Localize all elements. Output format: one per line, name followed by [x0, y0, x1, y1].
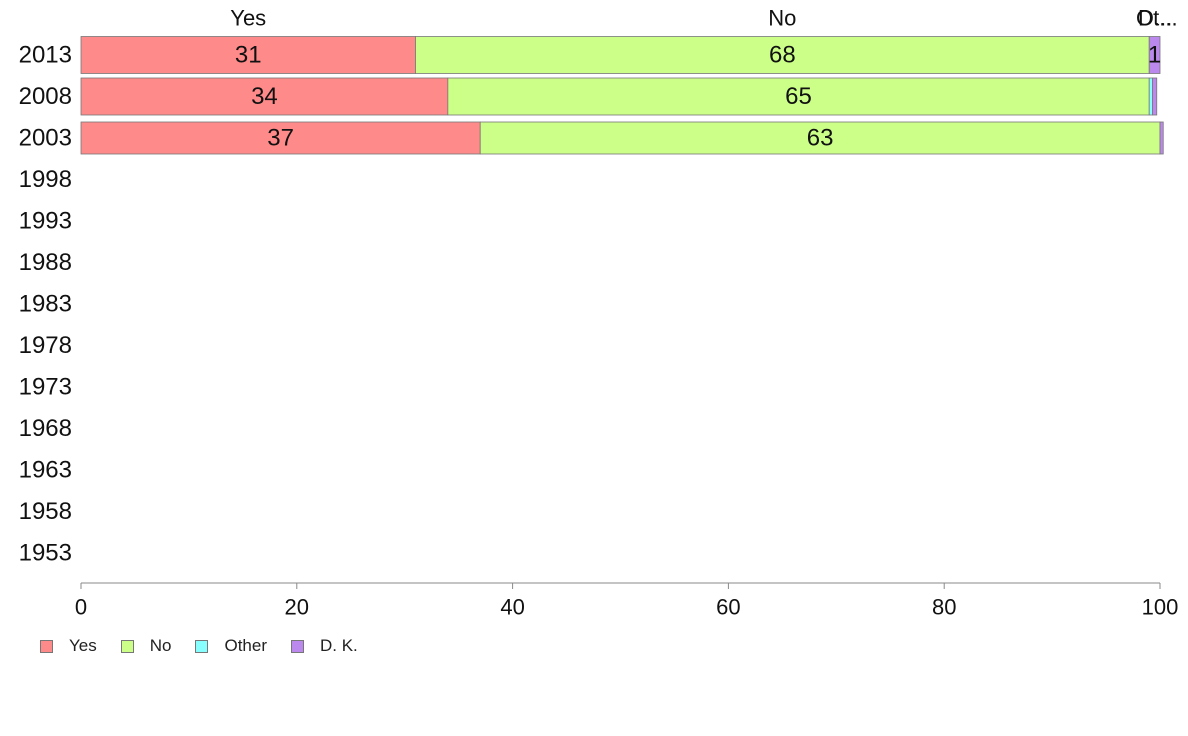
bar-segment — [1159, 121, 1164, 155]
bar-value-label: 63 — [807, 125, 834, 152]
bar-segment — [80, 36, 416, 74]
y-tick-label: 1998 — [19, 166, 72, 193]
y-tick-label: 1993 — [19, 208, 72, 235]
bar-segment — [1148, 77, 1153, 116]
legend-swatch-other — [195, 639, 209, 653]
bar-value-label: 31 — [235, 42, 262, 69]
x-tick-label: 20 — [285, 595, 309, 620]
bar-value-label: 68 — [769, 42, 796, 69]
y-tick-label: 2013 — [19, 42, 72, 69]
legend-label-dk: D. K. — [320, 636, 358, 655]
legend-label-other: Other — [224, 636, 267, 655]
legend-swatch-no — [120, 639, 134, 653]
y-tick-label: 2008 — [19, 83, 72, 110]
x-tick-label: 40 — [500, 595, 524, 620]
y-tick-label: 1968 — [19, 415, 72, 442]
bar-value-label: 1 — [1148, 42, 1161, 69]
y-tick-label: 1973 — [19, 374, 72, 401]
bar-segment — [415, 36, 1150, 74]
x-tick-label: 80 — [932, 595, 956, 620]
top-segment-label: D... — [1138, 6, 1172, 31]
y-tick-label: 1963 — [19, 457, 72, 484]
y-tick-label: 1983 — [19, 291, 72, 318]
y-tick-label: 1953 — [19, 540, 72, 567]
legend-label-no: No — [149, 636, 172, 655]
y-tick-label: 1988 — [19, 249, 72, 276]
x-tick-label: 0 — [75, 595, 87, 620]
legend: Yes No Other D. K. — [40, 636, 382, 656]
y-tick-label: 1978 — [19, 332, 72, 359]
x-tick-label: 60 — [716, 595, 740, 620]
legend-label-yes: Yes — [69, 636, 97, 655]
x-tick-label: 100 — [1142, 595, 1179, 620]
y-tick-label: 1958 — [19, 498, 72, 525]
top-segment-label: No — [768, 6, 796, 31]
y-tick-label: 2003 — [19, 125, 72, 152]
bar-value-label: 37 — [267, 125, 294, 152]
bar-segment — [479, 121, 1161, 155]
top-segment-label: Ot... — [1136, 6, 1178, 31]
top-segment-label: Yes — [230, 6, 266, 31]
bar-value-label: 65 — [785, 83, 812, 110]
bar-segment — [1152, 77, 1158, 116]
bar-segment — [80, 121, 481, 155]
legend-swatch-yes — [40, 639, 53, 653]
legend-item-no: No — [120, 636, 172, 656]
legend-swatch-dk — [291, 639, 304, 653]
bar-value-label: 34 — [251, 83, 278, 110]
legend-item-yes: Yes — [40, 636, 97, 656]
bar-segment — [1148, 36, 1161, 74]
legend-item-other: Other — [195, 636, 267, 656]
legend-item-dk: D. K. — [291, 636, 358, 656]
